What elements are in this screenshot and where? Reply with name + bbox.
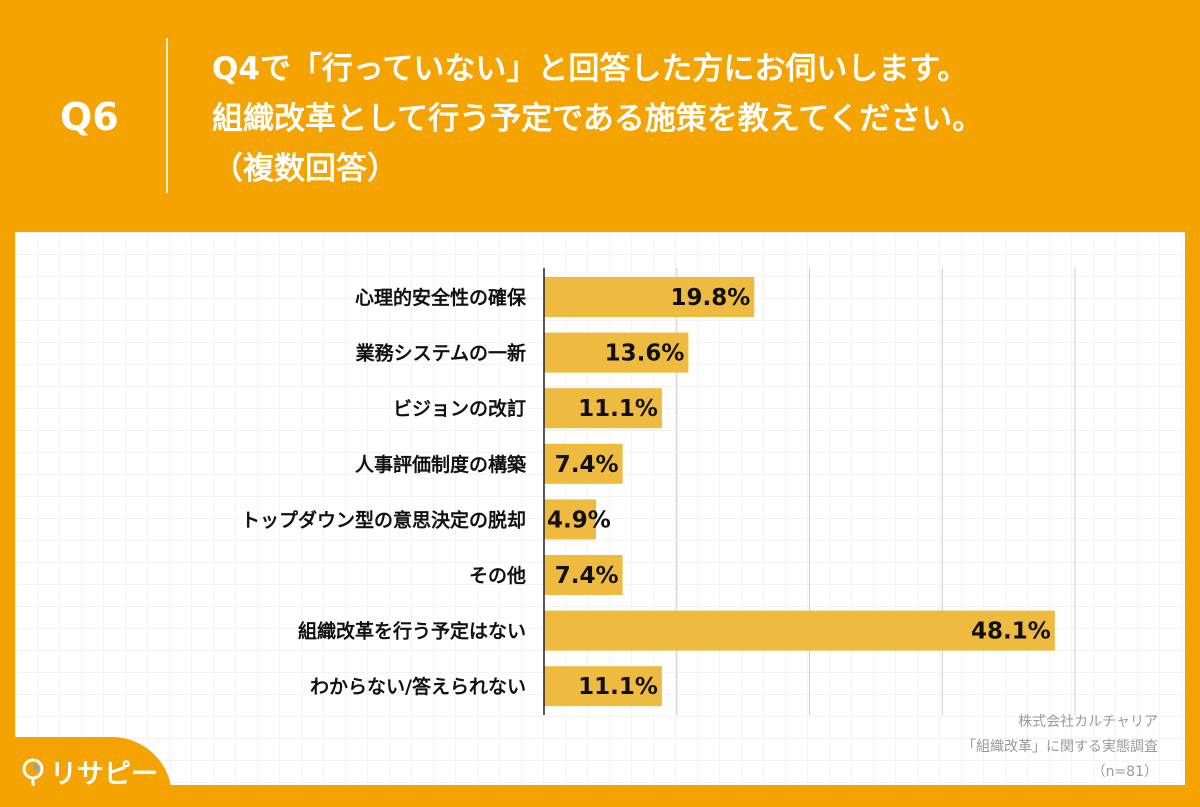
- logo: リサピー: [20, 752, 158, 791]
- data-label: 48.1%: [971, 619, 1051, 645]
- chart-panel: [15, 232, 1185, 785]
- category-label: 人事評価制度の構築: [355, 453, 527, 476]
- bar: [544, 443, 623, 484]
- category-label: ビジョンの改訂: [393, 397, 526, 420]
- category-label: その他: [469, 564, 526, 587]
- category-label: トップダウン型の意思決定の脱却: [241, 508, 526, 531]
- bar: [544, 332, 689, 373]
- source-sample: （n=81）: [1091, 764, 1158, 780]
- data-label: 19.8%: [670, 285, 750, 311]
- data-label: 13.6%: [605, 341, 685, 367]
- category-label: 業務システムの一新: [355, 342, 526, 365]
- data-label: 4.9%: [547, 507, 611, 533]
- category-label: 組織改革を行う予定はない: [298, 620, 526, 643]
- data-label: 11.1%: [578, 674, 658, 700]
- question-title: Q4で「行っていない」と回答した方にお伺いします。 組織改革として行う予定である…: [212, 51, 984, 187]
- bar: [544, 610, 1055, 651]
- category-label: わからない/答えられない: [310, 675, 526, 698]
- bar: [544, 555, 623, 595]
- source-note: 株式会社カルチャリア 「組織改革」に関する実態調査 （n=81）: [962, 710, 1158, 785]
- question-number: Q6: [60, 95, 119, 139]
- logo-tab: [0, 737, 172, 807]
- bar: [544, 277, 755, 317]
- bar: [544, 388, 662, 429]
- divider: [166, 38, 168, 193]
- logo-pin-icon: [22, 758, 44, 786]
- logo-text: リサピー: [50, 759, 158, 790]
- bar: [544, 666, 662, 707]
- data-label: 7.4%: [555, 563, 619, 589]
- source-survey: 「組織改革」に関する実態調査: [962, 739, 1158, 755]
- data-label: 7.4%: [555, 452, 619, 478]
- category-label: 心理的安全性の確保: [355, 286, 527, 309]
- source-company: 株式会社カルチャリア: [1018, 714, 1158, 730]
- bar: [544, 499, 597, 540]
- data-label: 11.1%: [578, 396, 658, 422]
